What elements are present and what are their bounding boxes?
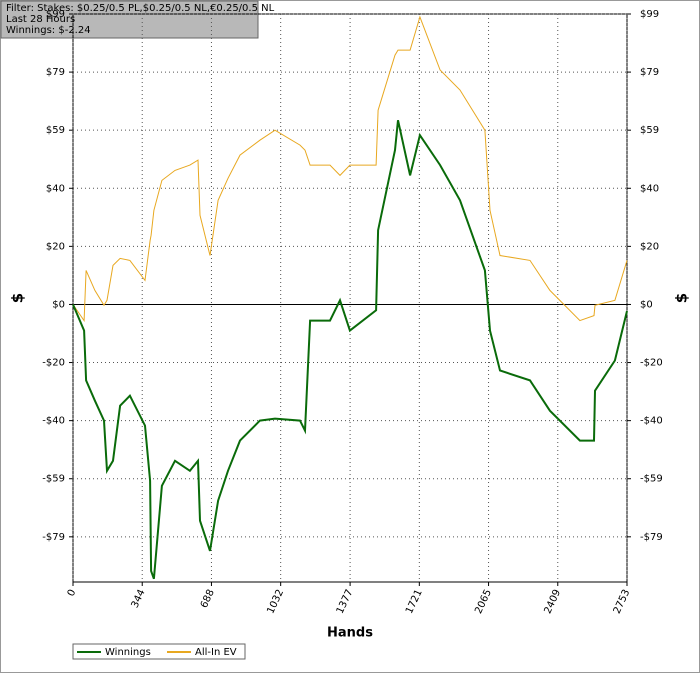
y-tick-label: -$40: [42, 416, 65, 427]
y-tick-label: $59: [46, 125, 65, 136]
y-tick-label: $0: [52, 299, 65, 310]
x-axis-label: Hands: [327, 626, 373, 641]
y-tick-label: -$59: [42, 474, 65, 485]
y-tick-label: -$20: [640, 358, 663, 369]
y-tick-label: $40: [46, 183, 65, 194]
legend-label: All-In EV: [195, 647, 237, 658]
filter-text: Winnings: $-2.24: [6, 25, 91, 36]
y-tick-label: $20: [640, 241, 659, 252]
legend-label: Winnings: [105, 647, 151, 658]
y-tick-label: -$20: [42, 358, 65, 369]
y-tick-label: $40: [640, 183, 659, 194]
y-axis-label: $: [673, 293, 691, 303]
legend: [72, 643, 246, 660]
y-tick-label: $0: [640, 299, 653, 310]
y-tick-label: $99: [46, 9, 65, 20]
data-line: [72, 119, 628, 580]
filter-text: Last 28 Hours: [6, 14, 75, 25]
y-tick-label: $99: [640, 9, 659, 20]
y-tick-label: $59: [640, 125, 659, 136]
y-tick-label: -$59: [640, 474, 663, 485]
y-tick-label: -$79: [42, 532, 65, 543]
filter-box: [0, 0, 259, 39]
filter-text: Filter: Stakes: $0.25/0.5 PL,$0.25/0.5 N…: [6, 3, 275, 14]
y-tick-label: -$40: [640, 416, 663, 427]
y-tick-label: $20: [46, 241, 65, 252]
y-tick-label: -$79: [640, 532, 663, 543]
y-tick-label: $79: [46, 67, 65, 78]
data-line: [72, 15, 628, 323]
y-axis-label: $: [9, 293, 27, 303]
y-tick-label: $79: [640, 67, 659, 78]
x-tick-label: 0: [66, 588, 79, 598]
